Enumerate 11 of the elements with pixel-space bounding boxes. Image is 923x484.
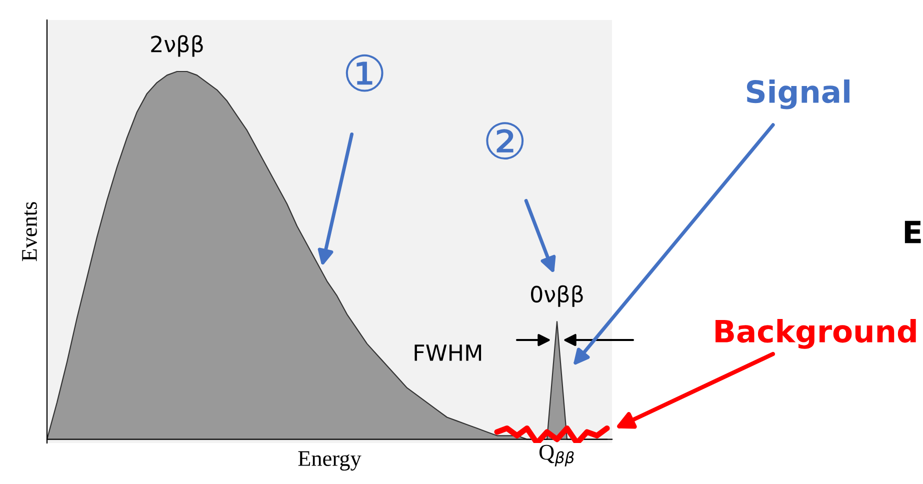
text: E [904,220,921,244]
series-label: 2νββ [151,35,203,57]
x-axis-title: Energy [298,451,362,471]
annotation: ② [486,122,524,160]
annotation: ① [346,54,384,92]
text: Q$_{ββ}$ [539,444,574,466]
text: Signal [746,79,850,110]
text: Background [716,319,916,349]
annotation: 0νββ [531,285,583,307]
y-axis-title: Events [22,202,37,262]
annotation: FWHM [414,344,482,361]
